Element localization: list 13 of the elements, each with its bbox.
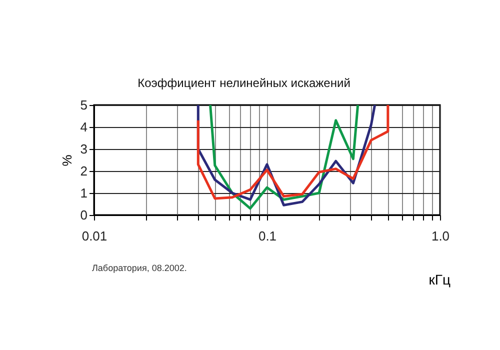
y-tick-label: 4 — [80, 120, 88, 134]
y-axis-title: % — [59, 154, 74, 166]
y-tick-label: 2 — [80, 164, 88, 178]
x-tick-label: 1.0 — [431, 228, 450, 244]
chart-title: Коэффициент нелинейных искажений — [138, 76, 350, 90]
x-tick-label: 0.1 — [258, 228, 277, 244]
y-tick-label: 5 — [80, 98, 88, 112]
y-tick-label: 3 — [80, 142, 88, 156]
text: Лаборатория, 08.2002. — [92, 263, 187, 273]
x-tick-label: 0.01 — [82, 228, 108, 244]
y-tick-label: 0 — [80, 208, 88, 222]
x-axis-title: кГц — [428, 272, 450, 288]
y-tick-label: 1 — [80, 186, 88, 200]
